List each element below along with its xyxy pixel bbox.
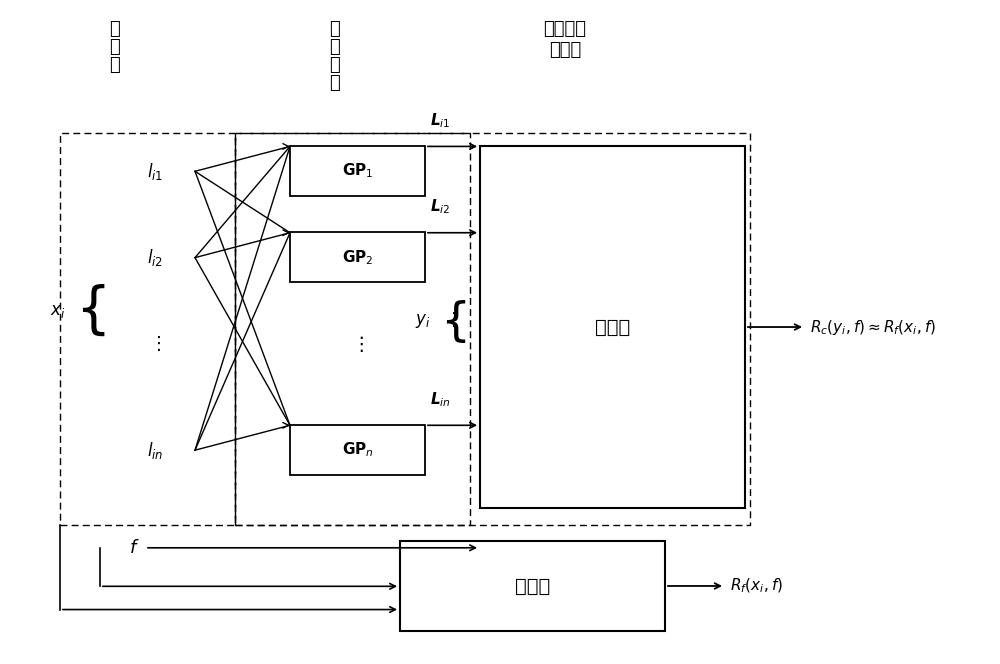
Text: $y_i$: $y_i$ [415, 312, 430, 331]
Text: $l_{i2}$: $l_{i2}$ [147, 247, 163, 268]
Bar [400, 541, 665, 631]
Bar [290, 146, 425, 196]
Text: $f$: $f$ [129, 539, 140, 557]
Bar [480, 146, 745, 508]
Text: 粗模型: 粗模型 [595, 317, 630, 337]
Text: $l_{in}$: $l_{in}$ [147, 440, 163, 461]
Text: $l_{i1}$: $l_{i1}$ [147, 161, 163, 182]
Text: $\vdots$: $\vdots$ [351, 333, 364, 354]
Bar [290, 425, 425, 475]
Text: 输
入
层: 输 入 层 [110, 20, 120, 74]
Text: $\vdots$: $\vdots$ [444, 309, 456, 329]
Text: 粗模型输
出模块: 粗模型输 出模块 [544, 20, 586, 58]
Text: $x_i$: $x_i$ [50, 301, 65, 320]
Text: $\mathbf{GP}_n$: $\mathbf{GP}_n$ [342, 440, 373, 459]
Bar [235, 133, 470, 525]
Text: $\boldsymbol{L}_{i1}$: $\boldsymbol{L}_{i1}$ [430, 111, 451, 130]
Text: $\mathbf{GP}_1$: $\mathbf{GP}_1$ [342, 161, 373, 181]
Bar [235, 133, 750, 525]
Text: 细模型: 细模型 [515, 576, 550, 596]
Text: $\mathbf{GP}_2$: $\mathbf{GP}_2$ [342, 248, 373, 267]
Text: $\{$: $\{$ [75, 283, 105, 339]
Text: $\boldsymbol{L}_{i2}$: $\boldsymbol{L}_{i2}$ [430, 197, 451, 216]
Bar [60, 133, 235, 525]
Text: $\{$: $\{$ [440, 298, 466, 345]
Text: $R_f(x_i, f)$: $R_f(x_i, f)$ [730, 577, 783, 595]
Text: $\vdots$: $\vdots$ [149, 335, 161, 353]
Text: $\boldsymbol{L}_{in}$: $\boldsymbol{L}_{in}$ [430, 390, 451, 408]
Text: 映
射
模
块: 映 射 模 块 [330, 20, 340, 92]
Text: $R_c(y_i, f)\approx R_f(x_i, f)$: $R_c(y_i, f)\approx R_f(x_i, f)$ [810, 317, 936, 337]
Bar [290, 232, 425, 282]
